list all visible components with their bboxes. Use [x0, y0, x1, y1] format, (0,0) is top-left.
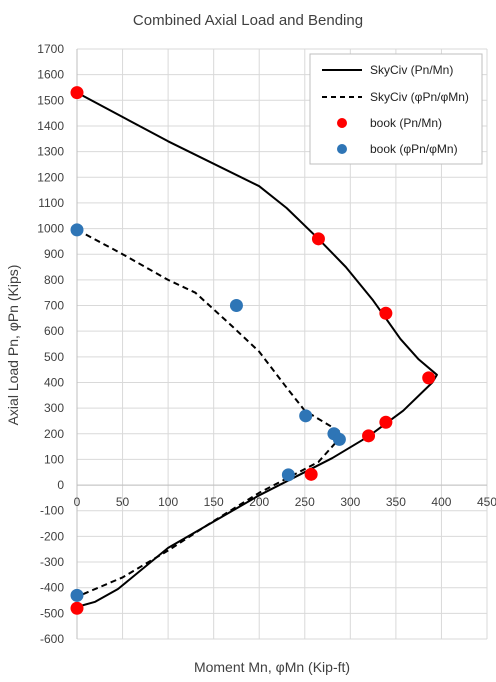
y-tick-label: 700: [44, 299, 64, 313]
legend-label-book-phi: book (φPn/φMn): [370, 142, 458, 156]
legend-label-book-pn-mn: book (Pn/Mn): [370, 116, 442, 130]
x-tick-label: 450: [477, 495, 496, 509]
y-tick-label: -600: [40, 632, 64, 646]
x-axis-label: Moment Mn, φMn (Kip-ft): [194, 659, 350, 675]
x-tick-label: 150: [204, 495, 224, 509]
series-line-skyciv-pn-mn: [76, 91, 438, 608]
y-tick-label: 1100: [38, 196, 64, 210]
y-tick-label: -300: [40, 555, 64, 569]
series-line-skyciv-phi: [76, 228, 343, 598]
y-tick-label: 200: [44, 427, 64, 441]
y-tick-label: -200: [40, 529, 64, 543]
x-tick-label: 300: [340, 495, 360, 509]
y-tick-label: 500: [44, 350, 64, 364]
book-pn-mn-point: [362, 429, 376, 443]
y-tick-label: -100: [40, 504, 64, 518]
legend-blue-marker: [337, 144, 347, 154]
book-pn-mn-point: [304, 467, 318, 481]
book-phi-point: [70, 588, 84, 602]
legend-red-marker: [337, 118, 347, 128]
legend-label-skyciv-pn-mn: SkyCiv (Pn/Mn): [370, 63, 453, 77]
x-tick-label: 400: [431, 495, 451, 509]
book-pn-mn-point: [311, 232, 325, 246]
y-tick-label: 1600: [37, 68, 64, 82]
y-tick-label: 1400: [37, 119, 64, 133]
y-tick-label: 800: [44, 273, 64, 287]
y-tick-label: 1200: [37, 170, 64, 184]
x-tick-label: 0: [74, 495, 81, 509]
book-phi-point: [299, 409, 313, 423]
y-tick-label: 1000: [37, 222, 64, 236]
book-pn-mn-point: [422, 371, 436, 385]
series-group: [70, 86, 438, 615]
y-tick-label: 600: [44, 324, 64, 338]
y-tick-label: 400: [44, 375, 64, 389]
y-tick-label: 100: [44, 452, 64, 466]
book-pn-mn-point: [70, 86, 84, 100]
x-tick-label: 250: [295, 495, 315, 509]
x-tick-label: 350: [386, 495, 406, 509]
book-phi-point: [70, 223, 84, 237]
x-tick-label: 100: [158, 495, 178, 509]
y-tick-label: -400: [40, 581, 64, 595]
y-tick-label: 300: [44, 401, 64, 415]
chart-title: Combined Axial Load and Bending: [133, 12, 363, 29]
y-tick-label: 900: [44, 247, 64, 261]
legend: SkyCiv (Pn/Mn) SkyCiv (φPn/φMn) book (Pn…: [309, 53, 483, 165]
y-tick-label: 1500: [37, 93, 64, 107]
x-tick-label: 50: [116, 495, 130, 509]
y-tick-label: 0: [57, 478, 64, 492]
book-pn-mn-point: [379, 415, 393, 429]
book-pn-mn-point: [379, 306, 393, 320]
legend-label-skyciv-phi: SkyCiv (φPn/φMn): [370, 90, 469, 104]
book-pn-mn-point: [70, 601, 84, 615]
book-phi-point: [332, 432, 346, 446]
y-tick-label: 1700: [37, 42, 64, 56]
y-tick-label: -500: [40, 606, 64, 620]
book-phi-point: [229, 299, 243, 313]
y-axis-label: Axial Load Pn, φPn (Kips): [5, 265, 21, 426]
book-phi-point: [281, 468, 295, 482]
y-tick-label: 1300: [37, 145, 64, 159]
